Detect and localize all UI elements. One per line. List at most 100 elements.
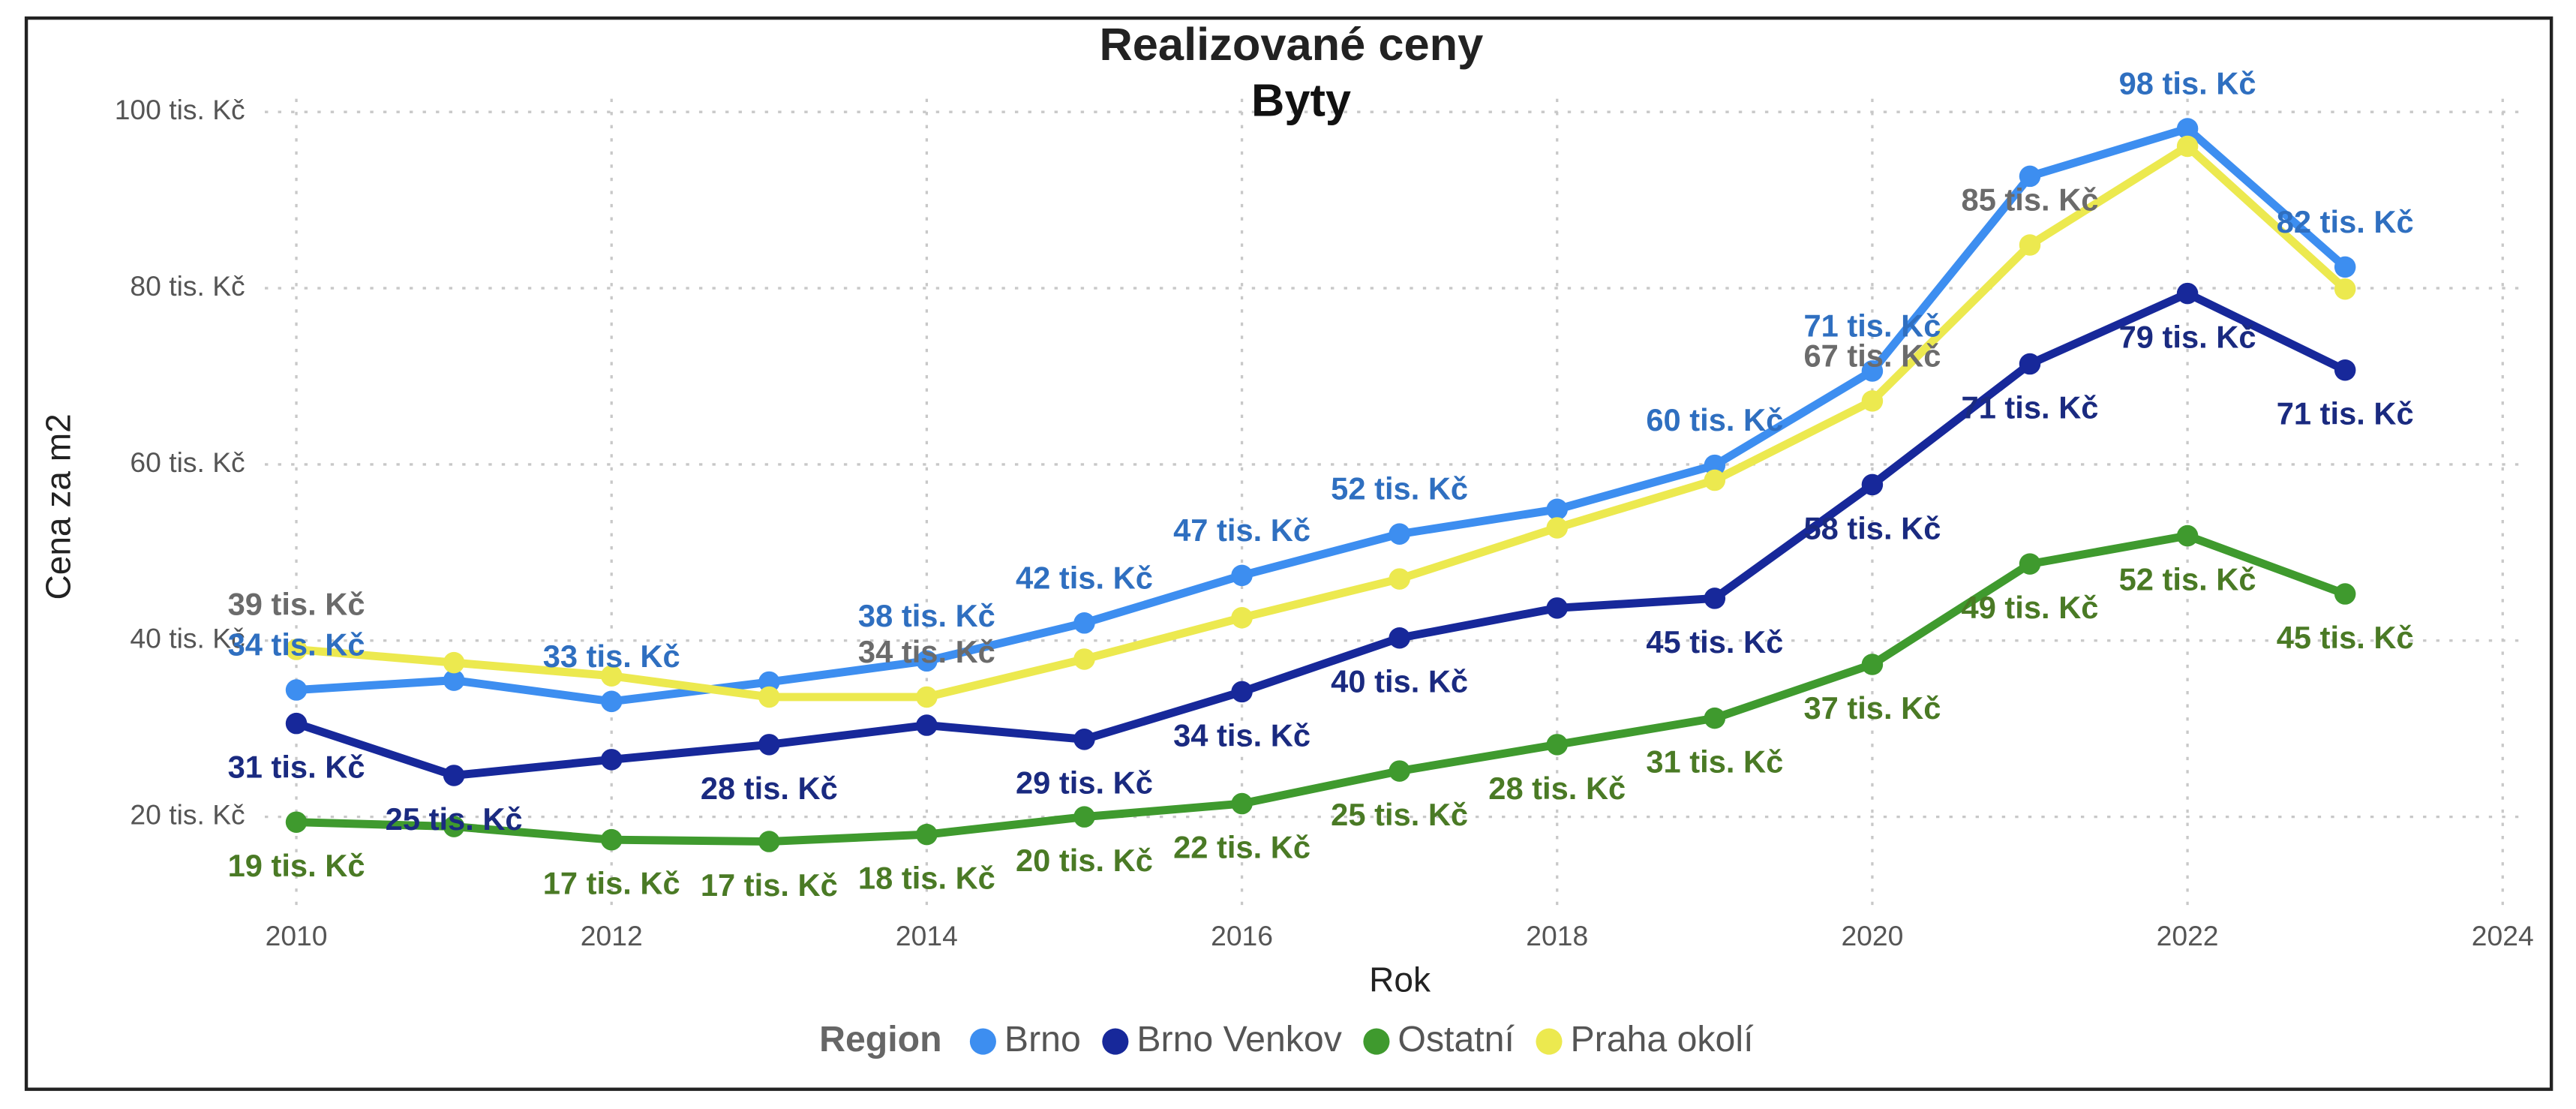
point <box>1861 654 1884 675</box>
data-label: 52 tis. Kč <box>2119 561 2256 597</box>
point <box>1704 469 1726 491</box>
point <box>916 714 938 736</box>
labels: 34 tis. Kč 33 tis. Kč 38 tis. Kč 42 tis. Kč… <box>228 65 2414 902</box>
series-line <box>296 531 2347 846</box>
point <box>285 811 308 833</box>
data-label: 67 tis. Kč <box>1803 338 1941 373</box>
x-tick-label: 2018 <box>1526 920 1588 951</box>
point <box>2019 234 2041 256</box>
data-label: 85 tis. Kč <box>1962 182 2099 217</box>
x-axis-label: Rok <box>1369 960 1431 999</box>
legend-label: Praha okolí <box>1570 1019 1754 1059</box>
point <box>600 749 623 771</box>
point <box>2176 524 2199 547</box>
data-label: 33 tis. Kč <box>543 639 680 674</box>
data-label: 71 tis. Kč <box>2277 396 2414 431</box>
legend-marker <box>1102 1028 1129 1055</box>
legend: Region Brno Brno Venkov Ostatní Praha okolí <box>819 1019 1754 1059</box>
data-label: 52 tis. Kč <box>1331 471 1468 506</box>
point <box>1073 612 1095 634</box>
point <box>1704 588 1726 609</box>
point <box>1231 792 1253 815</box>
data-label: 17 tis. Kč <box>701 867 838 903</box>
point <box>758 831 780 852</box>
point <box>443 669 465 691</box>
data-label: 34 tis. Kč <box>228 627 365 663</box>
point <box>1546 597 1568 619</box>
x-tick-label: 2010 <box>266 920 328 951</box>
data-label: 22 tis. Kč <box>1173 829 1311 864</box>
point <box>600 828 623 851</box>
legend-label: Brno Venkov <box>1136 1019 1342 1059</box>
data-label: 28 tis. Kč <box>1488 771 1626 806</box>
point <box>1073 729 1095 750</box>
data-label: 45 tis. Kč <box>1646 624 1783 660</box>
point <box>2334 256 2356 278</box>
data-label: 40 tis. Kč <box>1331 664 1468 699</box>
point <box>1389 627 1410 649</box>
data-label: 71 tis. Kč <box>1803 308 1941 343</box>
series-line <box>296 125 2348 706</box>
point <box>2019 353 2041 375</box>
point <box>1546 498 1568 521</box>
point <box>285 712 308 735</box>
x-tick-label: 2016 <box>1211 920 1273 951</box>
y-tick-label: 20 tis. Kč <box>130 798 245 830</box>
point <box>600 690 623 713</box>
series-line <box>295 289 2347 780</box>
point <box>1073 806 1095 828</box>
point <box>285 639 308 660</box>
point <box>2176 282 2199 305</box>
y-tick-label: 80 tis. Kč <box>130 270 245 302</box>
legend-marker <box>1363 1028 1390 1055</box>
point <box>2176 118 2199 140</box>
point <box>1704 454 1726 476</box>
series-line <box>296 142 2348 702</box>
data-label: 71 tis. Kč <box>1962 389 2099 425</box>
frame <box>24 16 2553 1091</box>
point <box>1704 707 1726 729</box>
point <box>916 686 938 708</box>
point <box>600 665 623 687</box>
point <box>916 650 938 672</box>
point <box>443 816 465 837</box>
y-axis-label: Cena za m2 <box>38 413 77 600</box>
data-label: 47 tis. Kč <box>1173 512 1311 548</box>
point <box>2176 135 2199 158</box>
point <box>1389 568 1410 590</box>
legend-title: Region <box>819 1019 941 1059</box>
point <box>1073 648 1095 670</box>
data-label: 38 tis. Kč <box>858 598 995 633</box>
lines <box>285 118 2356 852</box>
point <box>2334 359 2356 381</box>
point <box>2334 278 2356 300</box>
data-label: 42 tis. Kč <box>1016 560 1153 595</box>
chart-title: Realizované ceny <box>1099 19 1483 71</box>
x-tick-label: 2012 <box>581 920 643 951</box>
data-label: 25 tis. Kč <box>1331 797 1468 832</box>
point <box>758 671 780 693</box>
point <box>2019 165 2041 188</box>
grid: 20 tis. Kč 40 tis. Kč 60 tis. Kč 80 tis. Kč… <box>115 94 2534 951</box>
data-label: 20 tis. Kč <box>1016 843 1153 878</box>
data-label: 34 tis. Kč <box>1173 717 1311 753</box>
chart-subtitle: Byty <box>1251 74 1351 126</box>
point <box>443 765 465 786</box>
data-label: 17 tis. Kč <box>543 866 680 901</box>
y-tick-label: 60 tis. Kč <box>130 446 245 478</box>
data-label: 29 tis. Kč <box>1016 765 1153 801</box>
point <box>1546 734 1568 756</box>
x-tick-label: 2024 <box>2472 920 2534 951</box>
point <box>1389 523 1410 545</box>
point <box>1861 390 1884 412</box>
point <box>2019 553 2041 575</box>
data-label: 60 tis. Kč <box>1646 402 1783 437</box>
legend-label: Ostatní <box>1398 1019 1515 1059</box>
legend-marker <box>1536 1028 1563 1055</box>
point <box>285 679 308 701</box>
data-label: 31 tis. Kč <box>228 750 365 785</box>
point <box>758 686 780 708</box>
data-label: 49 tis. Kč <box>1962 590 2099 625</box>
point <box>1231 564 1253 587</box>
